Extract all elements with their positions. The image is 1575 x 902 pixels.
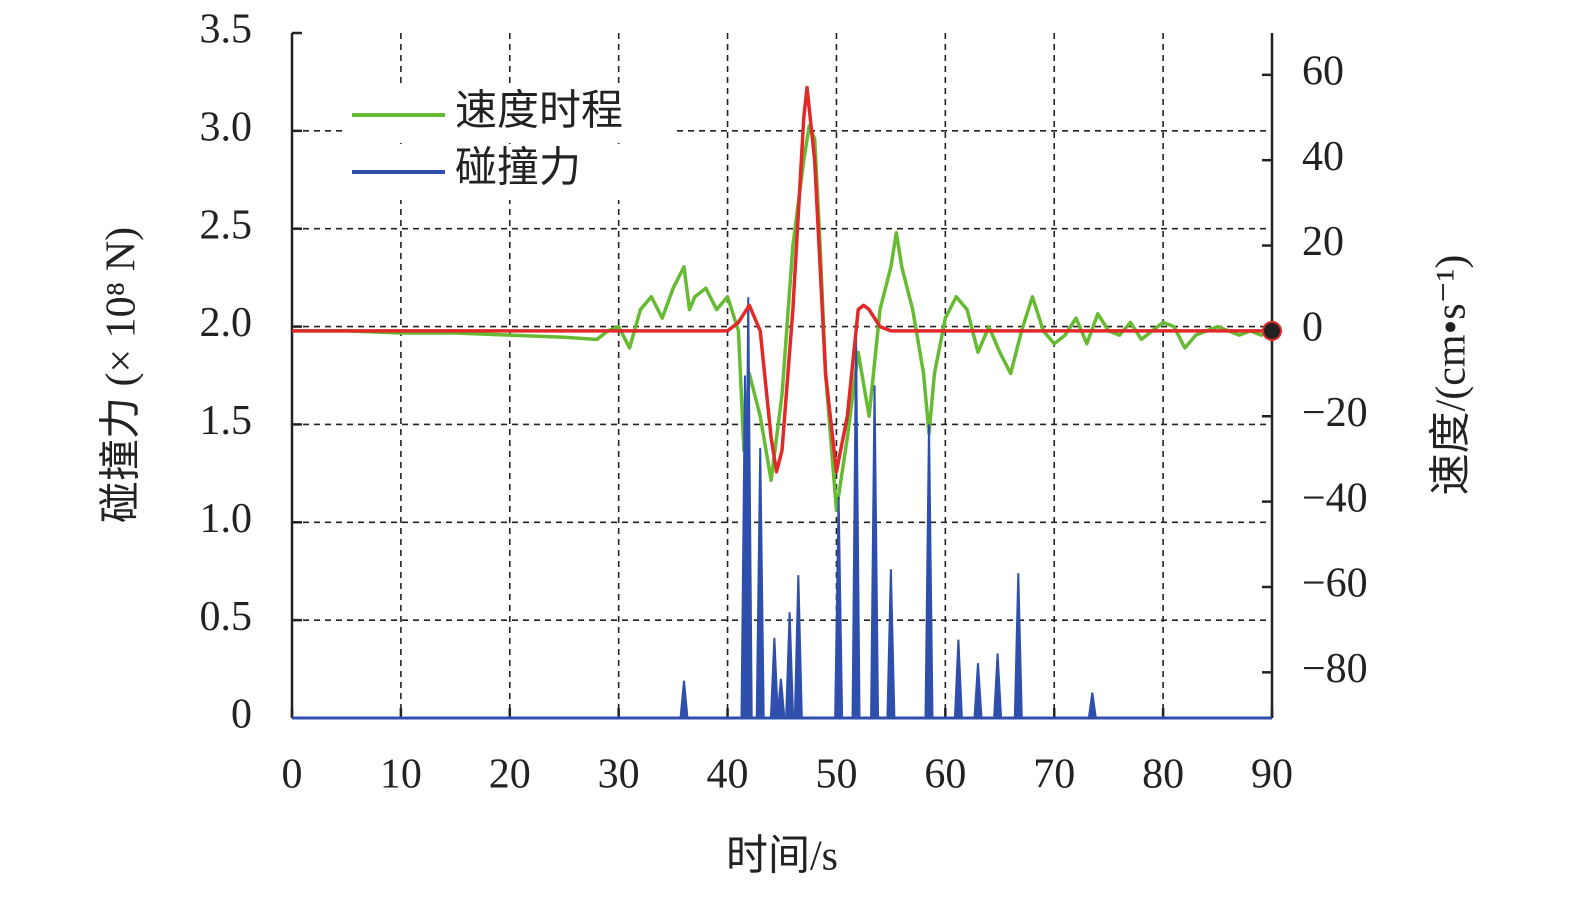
spike [870,385,880,719]
spike [1087,692,1097,719]
y2-tick-label: −60 [1302,561,1368,607]
spike [973,663,983,719]
x-tick-label: 30 [598,752,640,798]
y-tick-label: 3.0 [200,104,253,150]
x-axis-label: 时间/s [726,834,838,880]
y2-tick-label: −20 [1302,390,1368,436]
y-tick-label: 3.5 [200,7,253,53]
spike [834,496,844,719]
x-tick-label: 60 [924,752,966,798]
y-tick-label: 2.5 [200,202,253,248]
spike [755,447,765,719]
x-tick-label: 10 [380,752,422,798]
spike [1013,573,1023,719]
y2-tick-label: 0 [1302,305,1323,351]
y-tick-label: 2.0 [200,300,253,346]
y2-tick-label: 40 [1302,134,1344,180]
x-tick-label: 20 [489,752,531,798]
spike [769,637,779,719]
x-tick-label: 0 [282,752,303,798]
y-axis-label: 碰撞力 (× 10⁸ N) [98,227,145,523]
spike [776,678,786,719]
series-line [292,85,1272,474]
y-tick-label: 0 [231,692,252,738]
spike [743,297,753,719]
spike [953,639,963,719]
spike [851,336,861,719]
y-tick-label: 1.5 [200,398,253,444]
y2-tick-label: 20 [1302,219,1344,265]
x-tick-label: 80 [1142,752,1184,798]
y2-tick-label: 60 [1302,48,1344,94]
end-marker [1262,320,1282,341]
spike [993,653,1003,719]
legend-label: 碰撞力 [455,145,581,192]
x-tick-label: 50 [815,752,857,798]
x-tick-label: 90 [1251,752,1293,798]
series-line [292,124,1273,512]
y2-axis-label: 速度/(cm•s⁻¹) [1429,255,1475,496]
spike [679,680,689,719]
x-tick-label: 70 [1033,752,1075,798]
y-tick-label: 0.5 [200,594,253,640]
spike [924,424,934,719]
spike [793,575,803,719]
y2-tick-label: −80 [1302,646,1368,692]
legend-label: 速度时程 [455,89,623,135]
x-tick-label: 40 [707,752,749,798]
y2-tick-label: −40 [1302,475,1368,521]
spike [886,569,896,719]
spike [785,612,795,719]
y-tick-label: 1.0 [200,496,253,542]
